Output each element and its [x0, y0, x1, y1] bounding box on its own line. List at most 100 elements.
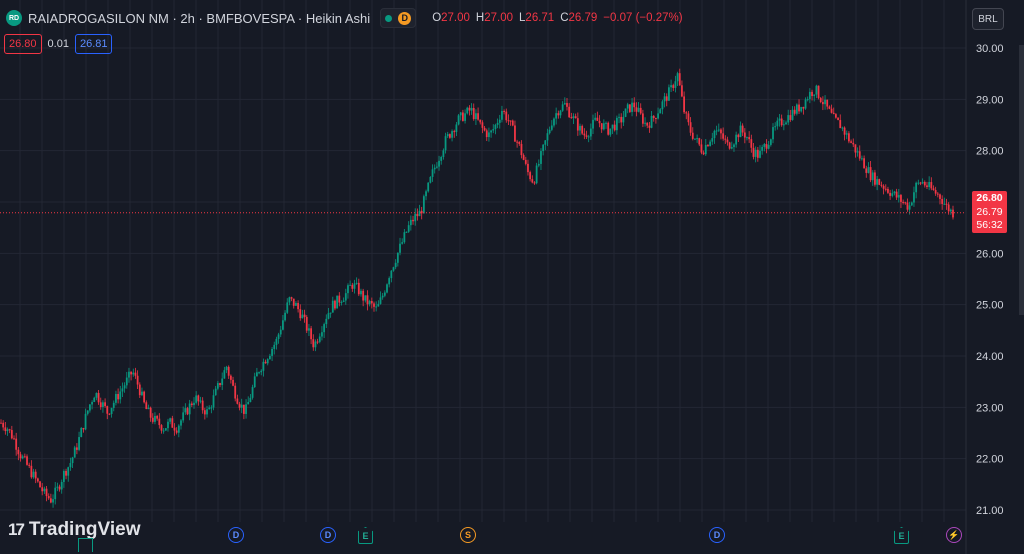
candle-body: [947, 204, 950, 212]
candle-body: [479, 119, 482, 123]
candle-body: [626, 104, 629, 109]
candle-body: [6, 429, 9, 432]
candle-body: [830, 108, 833, 113]
candle-body: [802, 106, 805, 109]
candle-body: [453, 131, 456, 133]
candle-body: [544, 140, 547, 145]
candle-body: [739, 125, 742, 138]
candle-body: [201, 400, 204, 411]
candle-body: [282, 320, 284, 330]
sell-button[interactable]: 26.80: [4, 34, 42, 54]
last-price-tag: 26.79 56:32: [972, 205, 1007, 233]
candle-body: [54, 487, 57, 500]
candle-body: [700, 144, 703, 153]
candle-body: [451, 131, 453, 138]
candle-body: [563, 103, 566, 105]
candle-body: [726, 139, 729, 143]
earnings-event-icon[interactable]: [78, 538, 93, 552]
candle-body: [414, 213, 417, 222]
candle-body: [416, 213, 419, 217]
earnings-event-icon[interactable]: E: [894, 527, 909, 544]
symbol-logo-icon[interactable]: RD: [6, 10, 22, 26]
candle-body: [167, 421, 169, 429]
symbol-title[interactable]: RAIADROGASILON NM · 2h · BMFBOVESPA · He…: [28, 10, 371, 26]
dividend-event-icon[interactable]: D: [709, 527, 725, 543]
candle-body: [21, 456, 24, 459]
candle-body: [147, 407, 150, 410]
candle-body: [132, 372, 135, 375]
candle-body: [342, 300, 345, 302]
candle-body: [197, 395, 200, 402]
candle-body: [43, 488, 46, 492]
candle-body: [733, 144, 735, 148]
candle-body: [360, 290, 362, 295]
candle-body: [399, 243, 401, 253]
dividend-event-icon[interactable]: D: [228, 527, 244, 543]
candle-body: [646, 122, 649, 126]
buy-button[interactable]: 26.81: [74, 34, 113, 54]
candle-body: [869, 167, 872, 181]
candle-body: [490, 130, 492, 133]
candle-body: [4, 427, 7, 432]
candle-body: [318, 336, 321, 342]
candle-body: [26, 456, 28, 465]
candle-body: [752, 147, 755, 157]
candle-body: [80, 428, 83, 438]
candle-body: [338, 295, 341, 303]
candle-body: [477, 113, 479, 120]
currency-button[interactable]: BRL: [972, 8, 1004, 30]
candle-body: [524, 159, 527, 164]
candle-body: [529, 172, 532, 180]
candle-body: [661, 101, 664, 110]
candle-body: [102, 402, 104, 408]
candle-body: [49, 498, 52, 503]
earnings-event-icon[interactable]: E: [358, 527, 373, 544]
candle-body: [854, 144, 857, 153]
candle-body: [305, 316, 308, 331]
candle-body: [245, 404, 247, 414]
split-event-icon[interactable]: S: [460, 527, 476, 543]
candle-body: [336, 295, 339, 309]
news-event-icon[interactable]: ⚡: [946, 527, 962, 543]
candle-body: [611, 124, 614, 129]
market-status[interactable]: D: [380, 8, 417, 28]
candle-body: [115, 394, 117, 403]
candle-body: [277, 334, 280, 339]
candle-body: [362, 290, 365, 301]
last-price-value: 26.79: [976, 206, 1003, 218]
price-scale-scrollbar[interactable]: [1019, 45, 1024, 315]
candle-body: [173, 427, 176, 431]
candle-body: [531, 179, 534, 183]
candle-body: [845, 133, 848, 135]
candle-body: [848, 133, 850, 142]
candle-body: [633, 102, 636, 108]
candle-body: [182, 412, 185, 421]
candle-body: [815, 85, 818, 95]
candle-body: [878, 179, 881, 185]
candle-body: [891, 193, 894, 196]
candle-body: [156, 415, 159, 419]
candle-body: [503, 110, 506, 112]
candle-body: [496, 122, 499, 125]
candle-body: [420, 210, 423, 214]
candle-body: [427, 182, 430, 192]
candle-body: [605, 122, 607, 124]
tradingview-logo[interactable]: 17 TradingView: [8, 519, 141, 541]
candle-body: [89, 404, 91, 411]
candle-body: [470, 108, 473, 111]
candle-body: [488, 132, 490, 138]
candle-body: [520, 143, 523, 156]
candle-body: [871, 172, 874, 181]
candle-body: [331, 300, 334, 313]
candle-body: [813, 94, 816, 97]
dividend-event-icon[interactable]: D: [320, 527, 336, 543]
candle-body: [774, 126, 777, 128]
candle-body: [691, 132, 694, 139]
candle-body: [273, 344, 276, 349]
candle-body: [210, 407, 213, 409]
candle-body: [858, 151, 861, 159]
candle-body: [949, 209, 952, 212]
candle-body: [234, 385, 237, 399]
candle-body: [698, 138, 701, 145]
